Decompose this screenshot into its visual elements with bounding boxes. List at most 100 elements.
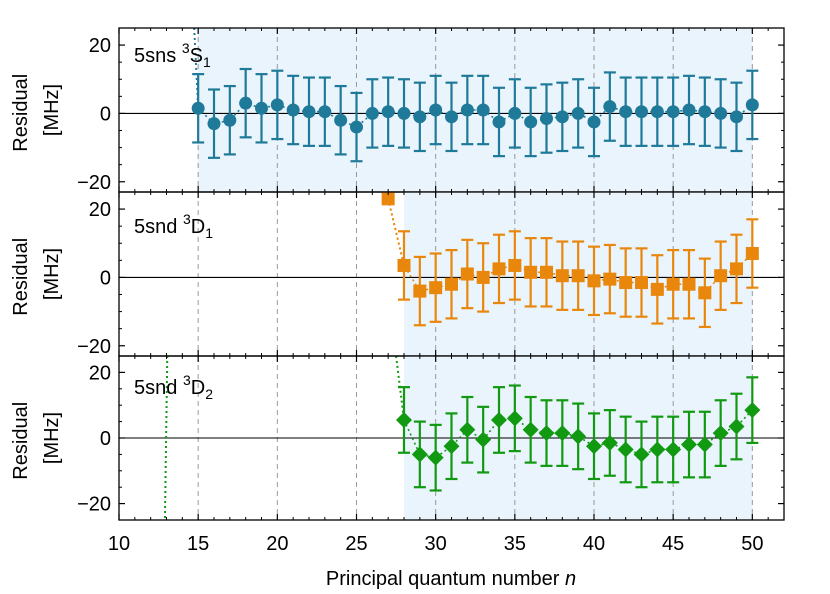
panel-s1-ylabel: Residual [MHz] (10, 68, 63, 151)
data-point (411, 446, 428, 463)
data-point (649, 441, 666, 458)
data-point (555, 110, 569, 124)
data-point (524, 115, 538, 129)
data-point (744, 402, 761, 419)
data-point (445, 277, 458, 291)
data-point (492, 262, 506, 276)
data-point (619, 276, 633, 290)
panel-s1: −20 0 20 5sns 3S1 Residual [MHz] (10, 27, 785, 194)
panel-d1-yticks: −20 0 20 (77, 191, 784, 358)
data-point (397, 106, 411, 120)
data-point (745, 98, 759, 112)
data-point (476, 103, 490, 117)
data-point (728, 418, 745, 435)
data-point (682, 103, 696, 117)
data-point (270, 98, 284, 112)
x-tick-label: 15 (187, 533, 209, 555)
data-point (445, 110, 458, 124)
data-point (633, 446, 650, 463)
data-point (698, 286, 712, 300)
data-point (745, 247, 759, 260)
y-tick-label: −20 (77, 172, 111, 194)
x-axis-title: Principal quantum number n (326, 568, 576, 590)
x-tick-label: 35 (504, 533, 526, 555)
panel-d1-ylabel-line1: Residual (10, 238, 32, 316)
panel-d1: −20 0 20 5snd 3D1 Residual [MHz] (10, 191, 785, 358)
data-point (429, 103, 443, 117)
data-point (586, 438, 602, 455)
data-point (555, 269, 569, 283)
panel-d2-label: 5snd 3D2 (134, 372, 213, 402)
panel-d2: −20 0 20 5snd 3D2 Residual [MHz] (10, 355, 785, 521)
data-point (397, 258, 411, 272)
data-point (191, 101, 205, 115)
y-tick-label: 0 (100, 267, 111, 289)
panel-d2-frame (118, 355, 785, 521)
data-point (587, 115, 601, 129)
trend-line-incoming (395, 356, 405, 421)
panel-d1-ylabel: Residual [MHz] (10, 232, 63, 315)
panel-d2-series (163, 356, 761, 520)
data-point (413, 110, 427, 124)
data-point (617, 441, 634, 458)
data-point (460, 267, 474, 281)
data-point (681, 436, 697, 453)
data-point (554, 425, 571, 442)
panel-d1-ylabel-line2: [MHz] (41, 248, 63, 300)
x-tick-labels: 10 15 20 25 30 35 40 45 50 (108, 533, 764, 555)
x-tick-label: 40 (583, 533, 605, 555)
panel-d2-ylabel-line2: [MHz] (41, 412, 63, 464)
data-point (696, 436, 713, 453)
data-point (601, 434, 618, 451)
data-point (730, 262, 743, 276)
y-tick-label: 0 (100, 428, 111, 450)
data-point (682, 277, 696, 291)
data-point (365, 106, 379, 120)
data-point (476, 270, 490, 284)
x-tick-label: 10 (108, 533, 130, 555)
data-point (506, 410, 523, 427)
y-tick-label: 20 (89, 35, 111, 57)
data-point (492, 115, 506, 129)
panel-s1-label: 5sns 3S1 (134, 40, 211, 70)
data-point (381, 105, 395, 119)
data-point (666, 277, 680, 291)
panel-d2-ylabel-line1: Residual (10, 402, 32, 480)
data-point (255, 101, 268, 115)
trend-line-extra (163, 356, 169, 520)
panel-s1-yticks: −20 0 20 (77, 27, 784, 194)
data-point (619, 105, 633, 119)
data-point (538, 425, 555, 442)
panel-d1-series (381, 192, 759, 329)
data-point (666, 105, 680, 119)
data-point (603, 100, 617, 114)
data-point (665, 441, 682, 458)
data-point (603, 272, 617, 286)
y-tick-label: 20 (89, 199, 111, 221)
data-point (571, 269, 585, 283)
data-point (698, 105, 712, 119)
data-point (650, 282, 664, 296)
data-point (540, 112, 553, 126)
panel-s1-ylabel-line1: Residual (10, 74, 32, 152)
data-point (302, 105, 316, 119)
y-tick-label: −20 (77, 494, 111, 516)
data-point (491, 411, 507, 428)
data-point (286, 103, 300, 117)
y-tick-label: −20 (77, 336, 111, 358)
y-tick-label: 20 (89, 362, 111, 384)
data-point (524, 265, 538, 279)
data-point (443, 438, 460, 455)
panel-s1-ylabel-line2: [MHz] (41, 84, 63, 136)
x-tick-label: 30 (425, 533, 447, 555)
data-point (429, 281, 443, 295)
data-point (730, 110, 743, 124)
data-point (334, 113, 348, 127)
data-point (396, 411, 412, 428)
data-point (459, 421, 476, 438)
panel-d1-label: 5snd 3D1 (134, 211, 213, 241)
data-point (350, 120, 363, 134)
x-tick-label: 45 (662, 533, 684, 555)
data-point (413, 284, 427, 298)
data-point (223, 113, 237, 127)
